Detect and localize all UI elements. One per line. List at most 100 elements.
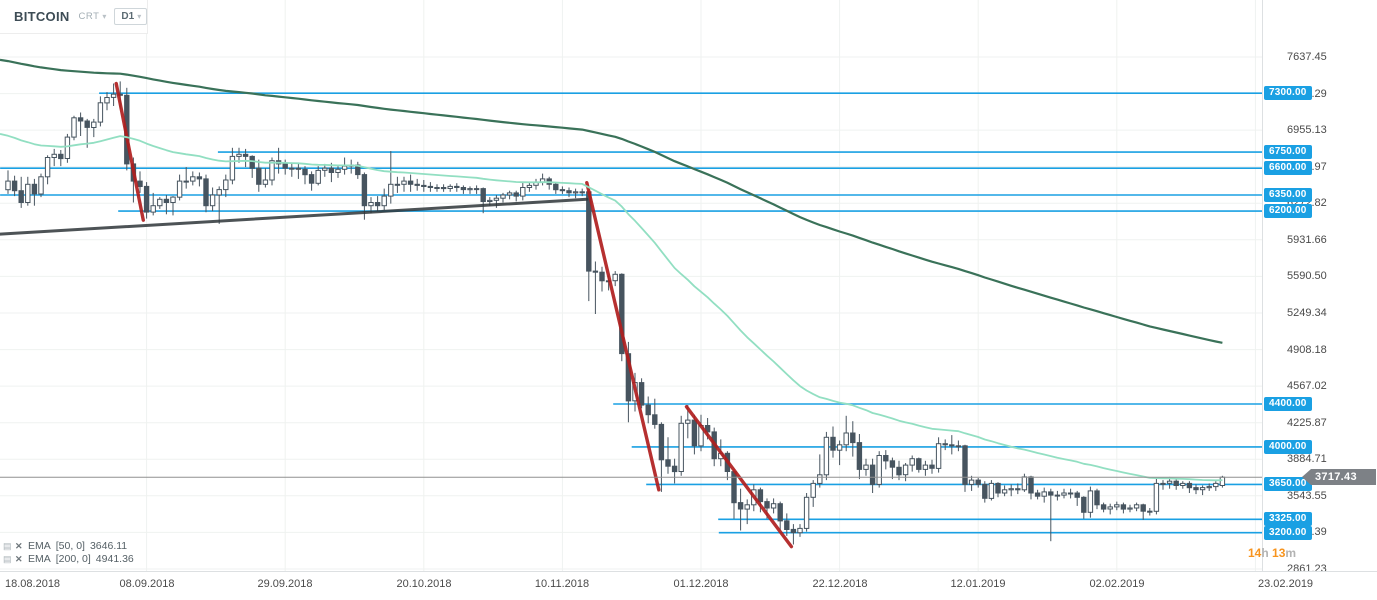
ema50-line[interactable] [0,133,1223,482]
candle[interactable] [454,183,460,192]
candle[interactable] [1153,478,1160,515]
candle[interactable] [1021,473,1028,492]
candle[interactable] [335,166,341,178]
candle[interactable] [308,171,315,191]
candle[interactable] [196,172,203,187]
candle[interactable] [1048,488,1054,542]
candle[interactable] [922,460,929,476]
candle[interactable] [11,175,18,197]
candle[interactable] [678,415,684,476]
candle[interactable] [1067,488,1074,499]
candle[interactable] [58,150,64,167]
candle[interactable] [1193,484,1199,495]
candle[interactable] [1008,484,1014,497]
candle[interactable] [374,196,381,212]
candle[interactable] [25,176,31,206]
candle[interactable] [883,450,889,470]
candle[interactable] [1199,485,1206,496]
ema200-line[interactable] [0,58,1223,344]
candle[interactable] [407,174,414,192]
price-level-badge[interactable]: 6600.00 [1264,161,1312,175]
candle[interactable] [995,482,1001,498]
candle[interactable] [223,174,229,198]
candle[interactable] [975,478,981,488]
candle[interactable] [909,455,915,472]
chart-canvas[interactable] [0,0,1262,571]
candle[interactable] [757,487,764,513]
candle[interactable] [1186,481,1193,493]
price-level-badge[interactable]: 4000.00 [1264,440,1312,454]
candle[interactable] [1015,483,1021,495]
candle[interactable] [143,182,150,219]
chevron-down-icon[interactable]: ▾ [102,11,107,21]
candle[interactable] [592,261,599,315]
candle[interactable] [652,398,658,429]
candle[interactable] [869,458,876,493]
candle[interactable] [1114,501,1120,511]
candle[interactable] [797,524,803,537]
candle[interactable] [500,192,506,203]
price-level-badge[interactable]: 4400.00 [1264,397,1312,411]
candle[interactable] [955,440,962,452]
candle[interactable] [506,190,513,200]
trend-line-red[interactable] [585,180,661,492]
indicator-remove-icon[interactable]: ✕ [15,540,23,551]
candle[interactable] [229,147,236,185]
candle[interactable] [863,458,869,476]
candle[interactable] [942,439,948,451]
candle[interactable] [1133,502,1140,512]
candle[interactable] [38,173,44,198]
candle[interactable] [388,151,394,204]
candle[interactable] [744,499,750,525]
candle[interactable] [104,92,110,111]
price-level-badge[interactable]: 3200.00 [1264,526,1312,540]
candle[interactable] [440,184,447,192]
candle[interactable] [698,414,704,452]
candle[interactable] [295,163,302,179]
candle[interactable] [1054,490,1061,501]
candle[interactable] [216,186,222,224]
candle[interactable] [790,524,797,545]
candle[interactable] [110,83,117,107]
candle[interactable] [803,493,810,532]
candle[interactable] [414,178,420,191]
candle[interactable] [902,463,909,482]
candle[interactable] [737,488,744,531]
trend-line-red[interactable] [114,81,146,222]
candle[interactable] [559,186,566,194]
candle[interactable] [949,435,955,455]
trend-line-red[interactable] [684,405,794,549]
candle[interactable] [256,159,262,192]
candle[interactable] [546,176,552,190]
chart-plot-area[interactable]: BITCOIN CRT ▾ D1 ▾ ▤ ✕ EMA [50, 0] 3646.… [0,0,1262,571]
candle[interactable] [97,96,104,127]
candle[interactable] [421,180,427,192]
candle[interactable] [889,457,896,480]
candle[interactable] [1147,508,1153,516]
candle[interactable] [770,498,777,514]
candle[interactable] [645,396,651,424]
candle[interactable] [1120,502,1127,514]
candle[interactable] [638,378,645,409]
candle[interactable] [1061,488,1067,499]
candle[interactable] [533,178,539,190]
candle[interactable] [163,195,170,215]
candle[interactable] [434,184,440,192]
candle[interactable] [1140,503,1146,520]
candle[interactable] [830,426,836,458]
candle[interactable] [1081,496,1087,519]
candle[interactable] [203,174,209,213]
candle[interactable] [1160,480,1166,490]
candle[interactable] [1213,481,1219,491]
candle[interactable] [843,415,849,452]
candle[interactable] [183,167,189,189]
candle[interactable] [427,182,434,192]
candle[interactable] [242,148,249,168]
candle[interactable] [368,197,374,214]
candle[interactable] [71,115,77,141]
candle[interactable] [665,437,671,474]
candle[interactable] [473,185,480,194]
candle[interactable] [1100,502,1107,513]
candle[interactable] [784,513,790,536]
indicator-settings-icon[interactable]: ▤ [3,540,12,551]
